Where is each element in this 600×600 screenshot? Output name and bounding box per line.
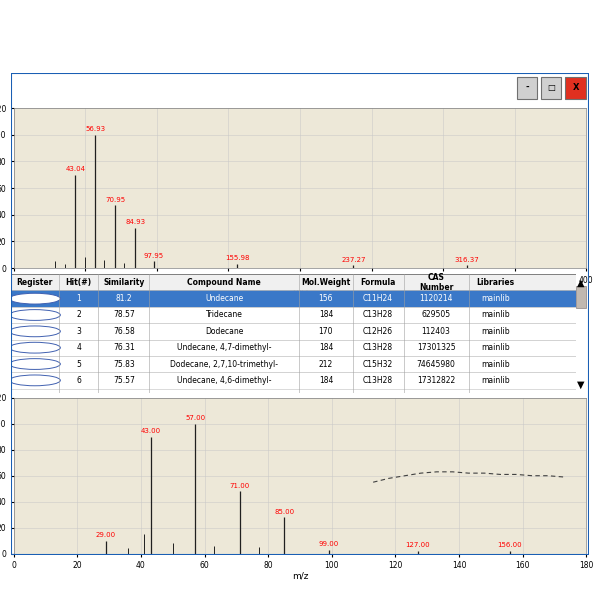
Text: 17312822: 17312822 <box>417 376 455 385</box>
Text: Dodecane: Dodecane <box>205 327 244 336</box>
Text: 84.93: 84.93 <box>125 220 145 226</box>
Text: mainlib: mainlib <box>481 327 510 336</box>
Text: 184: 184 <box>319 310 333 319</box>
FancyBboxPatch shape <box>517 77 537 99</box>
Text: Compound Name: Compound Name <box>187 278 261 287</box>
Text: 184: 184 <box>319 376 333 385</box>
Bar <box>11 356 576 372</box>
Text: Similarity: Similarity <box>103 278 145 287</box>
FancyBboxPatch shape <box>541 77 562 99</box>
Text: mainlib: mainlib <box>481 359 510 368</box>
Text: Libraries: Libraries <box>476 278 515 287</box>
Text: 6: 6 <box>76 376 81 385</box>
Text: 1120214: 1120214 <box>419 294 453 303</box>
Text: 74645980: 74645980 <box>416 359 455 368</box>
Bar <box>11 323 576 340</box>
Text: 97.95: 97.95 <box>144 253 164 259</box>
Text: 5: 5 <box>76 359 81 368</box>
Text: Tridecane: Tridecane <box>206 310 242 319</box>
Bar <box>11 340 576 356</box>
Text: 75.57: 75.57 <box>113 376 135 385</box>
Text: C12H26: C12H26 <box>363 327 393 336</box>
Text: 316.37: 316.37 <box>454 257 479 263</box>
Text: 2: 2 <box>76 310 81 319</box>
FancyBboxPatch shape <box>565 77 586 99</box>
Text: 17301325: 17301325 <box>417 343 455 352</box>
Text: 156.00: 156.00 <box>497 542 522 548</box>
Text: C15H32: C15H32 <box>363 359 394 368</box>
Circle shape <box>9 359 61 370</box>
Text: Mol.Weight: Mol.Weight <box>301 278 350 287</box>
Text: 170: 170 <box>319 327 333 336</box>
Text: 184: 184 <box>319 343 333 352</box>
Text: ▲: ▲ <box>577 278 584 288</box>
Text: □: □ <box>547 83 555 92</box>
Text: CAS
Number: CAS Number <box>419 272 454 292</box>
Text: Library Search: Library Search <box>18 81 118 94</box>
Text: 629505: 629505 <box>422 310 451 319</box>
Text: C13H28: C13H28 <box>363 376 393 385</box>
Bar <box>11 307 576 323</box>
Text: 3: 3 <box>76 327 81 336</box>
Text: 29.00: 29.00 <box>96 532 116 538</box>
Bar <box>575 286 586 308</box>
Text: 71.00: 71.00 <box>229 482 250 488</box>
Text: Hit(#): Hit(#) <box>65 278 92 287</box>
Text: mainlib: mainlib <box>481 376 510 385</box>
Text: 76.31: 76.31 <box>113 343 135 352</box>
Text: 1: 1 <box>76 294 81 303</box>
Circle shape <box>9 375 61 386</box>
Text: 56.93: 56.93 <box>85 126 106 132</box>
Text: C11H24: C11H24 <box>363 294 393 303</box>
Text: 70.95: 70.95 <box>105 197 125 203</box>
X-axis label: m/z: m/z <box>292 286 308 295</box>
X-axis label: m/z: m/z <box>292 572 308 581</box>
Text: 112403: 112403 <box>422 327 451 336</box>
Text: 43.00: 43.00 <box>140 428 161 434</box>
Text: 85.00: 85.00 <box>274 509 294 515</box>
Text: 57.00: 57.00 <box>185 415 205 421</box>
Text: Undecane, 4,6-dimethyl-: Undecane, 4,6-dimethyl- <box>177 376 271 385</box>
Text: -: - <box>525 83 529 92</box>
Text: Undecane: Undecane <box>205 294 243 303</box>
Text: 43.04: 43.04 <box>65 166 85 172</box>
Text: 76.58: 76.58 <box>113 327 135 336</box>
Text: Undecane, 4,7-dimethyl-: Undecane, 4,7-dimethyl- <box>177 343 271 352</box>
Text: 127.00: 127.00 <box>406 542 430 548</box>
Bar <box>11 274 576 290</box>
Text: mainlib: mainlib <box>481 310 510 319</box>
Text: 75.83: 75.83 <box>113 359 135 368</box>
Text: 212: 212 <box>319 359 333 368</box>
Text: 81.2: 81.2 <box>116 294 132 303</box>
Circle shape <box>9 326 61 337</box>
Circle shape <box>9 342 61 353</box>
Text: 156: 156 <box>319 294 333 303</box>
Text: 155.98: 155.98 <box>225 256 249 262</box>
Text: 99.00: 99.00 <box>319 541 339 547</box>
Text: Register: Register <box>17 278 53 287</box>
Text: ▼: ▼ <box>577 380 584 390</box>
Bar <box>11 290 576 307</box>
Text: mainlib: mainlib <box>481 294 510 303</box>
Circle shape <box>9 310 61 320</box>
Text: 4: 4 <box>76 343 81 352</box>
Text: 237.27: 237.27 <box>341 257 365 263</box>
Text: Formula: Formula <box>361 278 396 287</box>
Bar <box>11 372 576 389</box>
Text: 78.57: 78.57 <box>113 310 135 319</box>
Text: C13H28: C13H28 <box>363 343 393 352</box>
Text: X: X <box>572 83 579 92</box>
Text: mainlib: mainlib <box>481 343 510 352</box>
Circle shape <box>9 293 61 304</box>
Text: C13H28: C13H28 <box>363 310 393 319</box>
Text: Dodecane, 2,7,10-trimethyl-: Dodecane, 2,7,10-trimethyl- <box>170 359 278 368</box>
